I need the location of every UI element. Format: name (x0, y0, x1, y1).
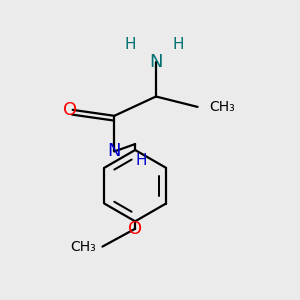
Text: H: H (125, 37, 136, 52)
Text: CH₃: CH₃ (209, 100, 235, 114)
Text: CH₃: CH₃ (71, 240, 97, 254)
Text: O: O (63, 101, 77, 119)
Text: N: N (149, 53, 163, 71)
Text: O: O (128, 220, 142, 238)
Text: H: H (172, 37, 184, 52)
Text: H: H (135, 153, 147, 168)
Text: N: N (108, 142, 121, 160)
